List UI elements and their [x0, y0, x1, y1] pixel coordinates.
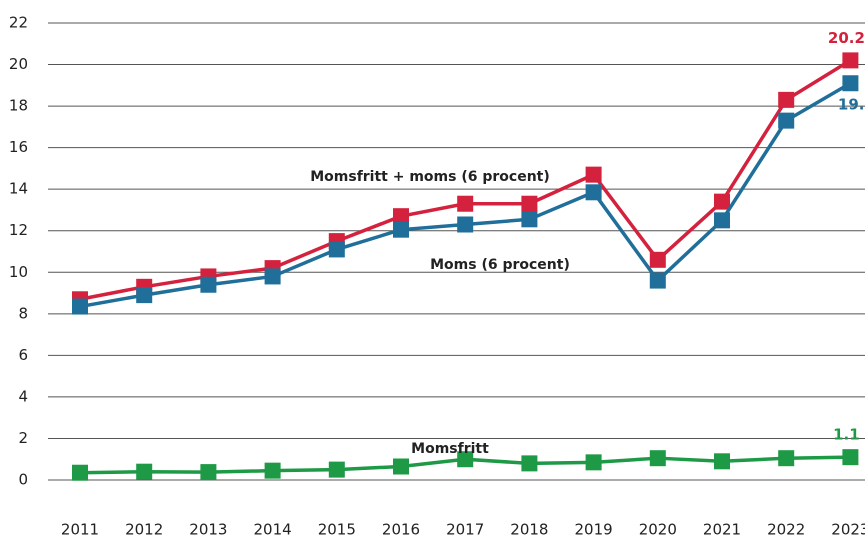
- y-tick-label: 18: [9, 97, 28, 115]
- point: [200, 464, 217, 481]
- x-tick-label: 2022: [767, 521, 805, 539]
- y-tick-label: 22: [9, 14, 28, 32]
- point: [457, 195, 474, 212]
- x-tick-label: 2021: [703, 521, 741, 539]
- y-tick-label: 16: [9, 138, 28, 156]
- point: [714, 193, 730, 210]
- point: [393, 458, 409, 475]
- point: [328, 241, 345, 258]
- y-tick-label: 6: [18, 346, 28, 364]
- point: [842, 449, 859, 466]
- point: [714, 212, 730, 229]
- x-tick-label: 2014: [254, 521, 292, 539]
- point: [649, 251, 666, 268]
- x-tick-label: 2011: [61, 521, 99, 539]
- point: [778, 450, 795, 467]
- point: [521, 195, 538, 212]
- x-tick-label: 2015: [318, 521, 356, 539]
- point: [136, 287, 153, 304]
- point: [393, 221, 409, 238]
- y-tick-label: 10: [9, 263, 28, 281]
- point: [457, 451, 474, 468]
- series-label: Momsfritt + moms (6 procent): [310, 169, 550, 185]
- data-label: 19.1: [838, 96, 865, 114]
- point: [328, 461, 345, 478]
- y-tick-label: 4: [18, 387, 28, 405]
- point: [521, 455, 538, 472]
- x-tick-label: 2020: [639, 521, 677, 539]
- y-tick-label: 14: [9, 180, 28, 198]
- x-tick-label: 2017: [446, 521, 484, 539]
- point: [649, 272, 666, 289]
- point: [393, 208, 409, 225]
- point: [778, 91, 795, 108]
- point: [842, 75, 859, 92]
- x-tick-label: 2018: [510, 521, 548, 539]
- y-tick-label: 8: [18, 304, 28, 322]
- x-tick-label: 2023: [831, 521, 865, 539]
- point: [714, 453, 730, 470]
- x-tick-label: 2013: [189, 521, 227, 539]
- data-label: 20.2: [828, 29, 865, 47]
- y-tick-label: 20: [9, 55, 28, 73]
- series-label: Moms (6 procent): [430, 257, 570, 273]
- y-tick-label: 2: [18, 429, 28, 447]
- point: [585, 454, 602, 471]
- series-line: [79, 81, 852, 309]
- data-label: 1.1: [833, 426, 860, 444]
- point: [585, 166, 602, 183]
- point: [585, 184, 602, 201]
- x-tick-label: 2012: [125, 521, 163, 539]
- point: [200, 276, 217, 293]
- series-label: Momsfritt: [411, 441, 489, 457]
- point: [649, 450, 666, 467]
- point: [264, 462, 281, 479]
- point: [264, 268, 281, 285]
- point: [521, 211, 538, 228]
- point: [136, 463, 153, 480]
- point: [72, 464, 88, 481]
- point: [778, 112, 795, 129]
- x-tick-label: 2019: [575, 521, 613, 539]
- x-tick-label: 2016: [382, 521, 420, 539]
- point: [72, 298, 88, 315]
- y-tick-label: 0: [18, 471, 28, 489]
- point: [457, 216, 474, 233]
- y-tick-label: 12: [9, 221, 28, 239]
- point: [842, 52, 859, 69]
